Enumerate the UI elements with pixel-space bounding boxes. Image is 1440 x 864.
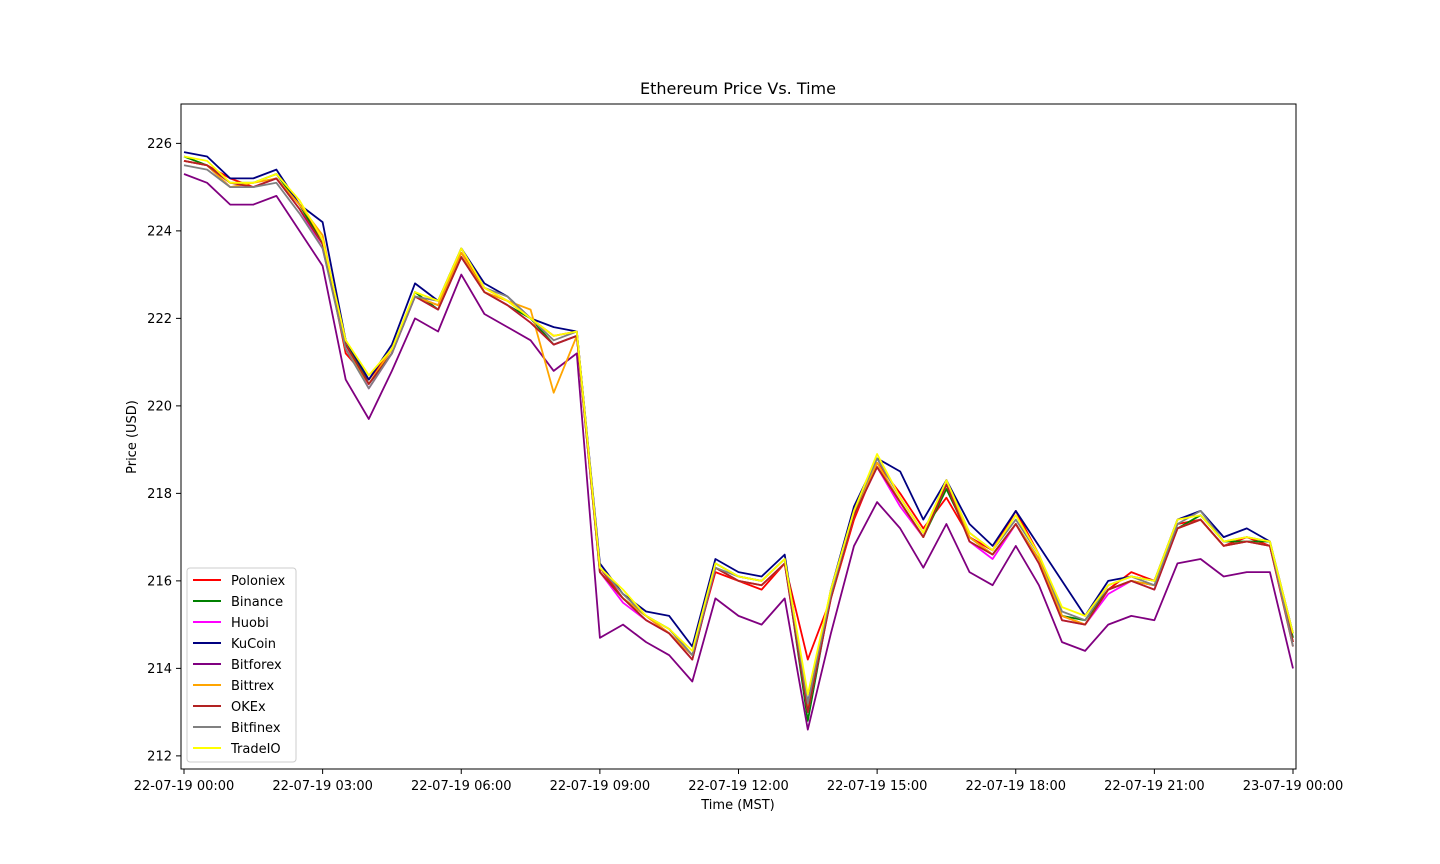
x-tick-label: 22-07-19 00:00 [134,779,235,794]
legend-label-binance: Binance [231,595,283,610]
x-tick-label: 22-07-19 18:00 [965,779,1066,794]
x-tick-label: 22-07-19 03:00 [272,779,373,794]
legend-label-bittrex: Bittrex [231,679,275,694]
series-layer [183,151,1294,731]
y-tick-label: 216 [147,574,172,589]
legend-label-huobi: Huobi [231,616,269,631]
x-tick-label: 23-07-19 00:00 [1243,779,1344,794]
series-line-okex [183,160,1294,713]
series-line-kucoin [183,151,1294,705]
legend-items: Poloniex Binance Huobi KuCoin Bitforex Bittre… [193,574,286,757]
x-tick-label: 22-07-19 21:00 [1104,779,1205,794]
y-axis-title: Price (USD) [125,400,140,474]
legend-label-bitforex: Bitforex [231,658,282,673]
x-tick-label: 22-07-19 15:00 [827,779,928,794]
y-axis-ticks: 212 214 216 218 220 222 224 226 [147,137,181,764]
y-tick-label: 226 [147,137,172,152]
legend-label-kucoin: KuCoin [231,637,276,652]
series-line-bitforex [183,173,1294,731]
legend-label-tradeio: TradeIO [230,742,281,757]
x-tick-label: 22-07-19 09:00 [550,779,651,794]
y-tick-label: 218 [147,487,172,502]
legend-label-bitfinex: Bitfinex [231,721,281,736]
series-line-tradeio [183,155,1294,696]
y-tick-label: 222 [147,312,172,327]
x-axis-title: Time (MST) [700,798,775,813]
x-axis-ticks: 22-07-19 00:00 22-07-19 03:00 22-07-19 06:… [134,769,1344,794]
chart-title: Ethereum Price Vs. Time [640,79,836,98]
x-tick-label: 22-07-19 06:00 [411,779,512,794]
y-tick-label: 212 [147,749,172,764]
legend-label-poloniex: Poloniex [231,574,286,589]
y-tick-label: 214 [147,662,172,677]
x-tick-label: 22-07-19 12:00 [688,779,789,794]
legend: Poloniex Binance Huobi KuCoin Bitforex Bittre… [186,567,297,763]
y-tick-label: 220 [147,399,172,414]
y-tick-label: 224 [147,224,172,239]
legend-label-okex: OKEx [231,700,266,715]
legend-box [186,567,297,763]
